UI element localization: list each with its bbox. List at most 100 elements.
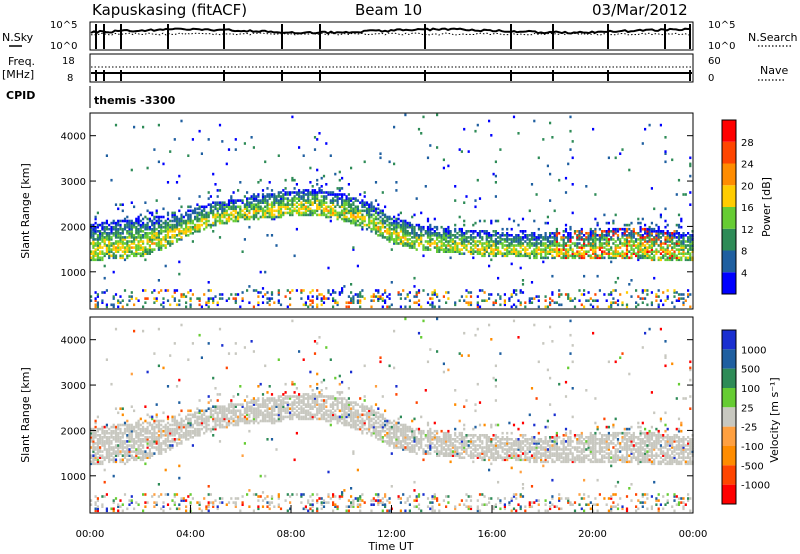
power-cell — [227, 297, 231, 300]
power-cell — [616, 238, 620, 241]
power-cell — [445, 238, 448, 241]
velocity-cell — [291, 413, 294, 417]
power-cell — [316, 197, 319, 200]
power-cell — [517, 223, 520, 227]
power-cell — [499, 234, 502, 237]
power-cell — [494, 230, 497, 233]
power-cell — [671, 252, 674, 255]
power-cell — [540, 254, 543, 258]
velocity-cell — [275, 401, 278, 404]
power-cell — [426, 293, 430, 296]
power-cell — [155, 215, 158, 219]
power-cell — [684, 240, 687, 243]
power-cell — [499, 238, 502, 241]
power-cell — [218, 123, 222, 127]
power-cell — [393, 219, 396, 223]
power-cell — [148, 252, 151, 255]
power-cell — [361, 203, 364, 206]
velocity-cell — [110, 507, 113, 511]
power-cell — [560, 293, 563, 296]
velocity-cell — [298, 411, 301, 415]
power-cell — [148, 250, 151, 253]
power-cell — [635, 254, 638, 258]
power-cell — [687, 238, 690, 241]
power-cell — [225, 221, 228, 225]
power-cell — [655, 250, 658, 253]
velocity-cell — [173, 503, 176, 506]
power-cell — [393, 232, 396, 235]
power-cell — [139, 236, 142, 239]
power-cell — [363, 191, 366, 194]
power-cell — [605, 234, 608, 237]
power-cell — [625, 305, 629, 309]
power-cell — [232, 191, 235, 194]
power-cell — [289, 213, 292, 217]
power-cell — [212, 209, 215, 213]
power-cell — [519, 238, 522, 241]
power-cell — [682, 252, 685, 255]
velocity-cell — [178, 442, 181, 445]
power-cell — [628, 227, 631, 231]
power-cell — [463, 219, 466, 223]
power-cell — [494, 219, 497, 223]
power-cell — [133, 246, 136, 249]
power-cell — [270, 217, 274, 221]
velocity-cell — [126, 429, 129, 433]
velocity-cell — [307, 509, 310, 513]
velocity-cell — [169, 429, 172, 433]
power-cell — [304, 211, 307, 215]
velocity-cell — [214, 421, 217, 425]
power-cell — [580, 246, 583, 249]
power-cell — [381, 293, 384, 296]
velocity-cell — [185, 427, 188, 431]
power-cell — [264, 205, 267, 209]
velocity-cell — [309, 411, 312, 415]
power-cell — [322, 211, 326, 215]
velocity-cell — [153, 431, 156, 435]
power-cell — [157, 223, 160, 227]
velocity-cell — [117, 503, 120, 506]
power-cell — [413, 295, 416, 298]
power-cell — [173, 234, 176, 237]
velocity-cell — [227, 421, 231, 425]
power-cell — [96, 211, 99, 215]
power-cell — [587, 234, 590, 237]
power-cell — [390, 223, 393, 227]
power-cell — [447, 248, 450, 251]
velocity-cell — [207, 423, 210, 427]
power-cell — [370, 203, 373, 206]
power-cell — [612, 238, 615, 241]
velocity-cell — [175, 427, 179, 431]
velocity-cell — [205, 507, 208, 511]
velocity-cell — [90, 499, 93, 502]
power-cell — [291, 289, 294, 292]
power-cell — [252, 207, 255, 211]
power-cell — [589, 246, 592, 249]
velocity-cell — [114, 446, 118, 449]
power-cell — [94, 258, 97, 262]
velocity-cell — [139, 458, 142, 462]
power-cell — [386, 219, 389, 223]
velocity-cell — [133, 438, 136, 441]
power-cell — [148, 217, 151, 221]
power-cell — [112, 219, 115, 223]
noise-left-tick-bottom: 10^0 — [50, 41, 77, 52]
power-cell — [408, 234, 411, 237]
power-cell — [429, 303, 432, 307]
velocity-cell — [293, 403, 296, 406]
power-cell — [227, 207, 231, 211]
power-cell — [537, 238, 540, 241]
power-cell — [576, 250, 579, 253]
power-cell — [139, 246, 142, 249]
power-cell — [684, 252, 687, 255]
power-cell — [630, 246, 633, 249]
power-cell — [343, 219, 346, 223]
power-cell — [90, 227, 93, 231]
freq-panel: Freq. [MHz] 18 8 Nave 60 0 — [2, 53, 788, 84]
power-cell — [377, 211, 380, 215]
velocity-cell — [194, 431, 197, 435]
power-cell — [549, 248, 552, 251]
power-cell — [596, 223, 599, 227]
velocity-cell — [209, 427, 212, 431]
power-cell — [377, 217, 380, 221]
